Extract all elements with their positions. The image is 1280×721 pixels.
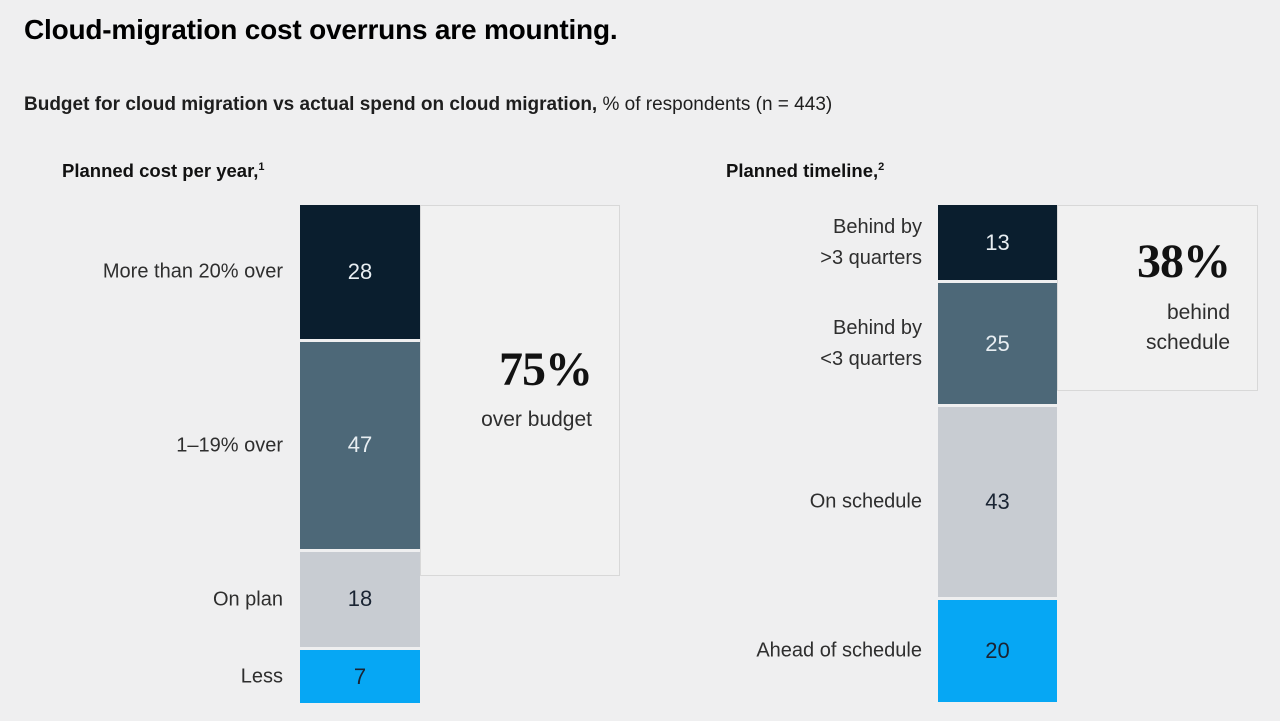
footnote-marker-2: 2 (878, 160, 885, 173)
bar-segment: 13 (938, 205, 1057, 281)
segment-value-label: 20 (985, 637, 1010, 663)
category-label: Ahead of schedule (756, 639, 922, 662)
category-label: More than 20% over (102, 260, 283, 283)
segment-value-label: 47 (347, 432, 373, 458)
behind-schedule-percentage: 38% (1137, 235, 1231, 289)
chart-subtitle: Budget for cloud migration vs actual spe… (24, 94, 832, 116)
bar-segment: 28 (300, 205, 420, 339)
segment-value-label: 25 (985, 330, 1010, 356)
category-label: Behind by >3 quarters (820, 215, 922, 269)
right-chart-title-text: Planned timeline, (726, 160, 879, 181)
right-stacked-bar: 13 25 43 20 (938, 205, 1057, 702)
subtitle-bold-text: Budget for cloud migration vs actual spe… (24, 94, 598, 115)
right-chart-category-labels: Behind by >3 quarters Behind by <3 quarte… (690, 205, 922, 702)
over-budget-callout: 75% over budget (420, 205, 620, 576)
segment-value-label: 13 (985, 229, 1010, 255)
left-stacked-bar: 28 47 18 7 (300, 205, 420, 703)
bar-segment: 20 (938, 599, 1057, 702)
category-label: 1–19% over (176, 434, 283, 456)
left-chart-title: Planned cost per year,1 (62, 160, 265, 182)
bar-segment: 25 (938, 283, 1057, 405)
segment-value-label: 28 (347, 258, 373, 284)
bar-segment: 18 (300, 551, 420, 648)
category-label: Less (240, 665, 283, 687)
subtitle-regular-text: % of respondents (n = 443) (602, 94, 833, 115)
segment-value-label: 43 (985, 489, 1010, 515)
behind-schedule-caption: behind schedule (1145, 300, 1230, 355)
category-label: On schedule (809, 490, 922, 512)
left-chart-title-text: Planned cost per year, (62, 160, 259, 181)
left-chart-category-labels: More than 20% over 1–19% over On plan Less (20, 205, 283, 703)
behind-schedule-callout: 38% behind schedule (1057, 205, 1258, 391)
over-budget-caption: over budget (481, 408, 592, 432)
right-chart-title: Planned timeline,2 (726, 160, 884, 182)
segment-value-label: 18 (347, 586, 373, 612)
page-title: Cloud-migration cost overruns are mounti… (24, 14, 618, 45)
over-budget-percentage: 75% (499, 343, 593, 397)
bar-segment: 47 (300, 341, 420, 549)
footnote-marker-1: 1 (258, 160, 265, 173)
bar-segment: 7 (300, 650, 420, 703)
category-label: Behind by <3 quarters (820, 316, 922, 370)
category-label: On plan (212, 588, 283, 610)
bar-segment: 43 (938, 407, 1057, 597)
segment-value-label: 7 (353, 663, 367, 689)
